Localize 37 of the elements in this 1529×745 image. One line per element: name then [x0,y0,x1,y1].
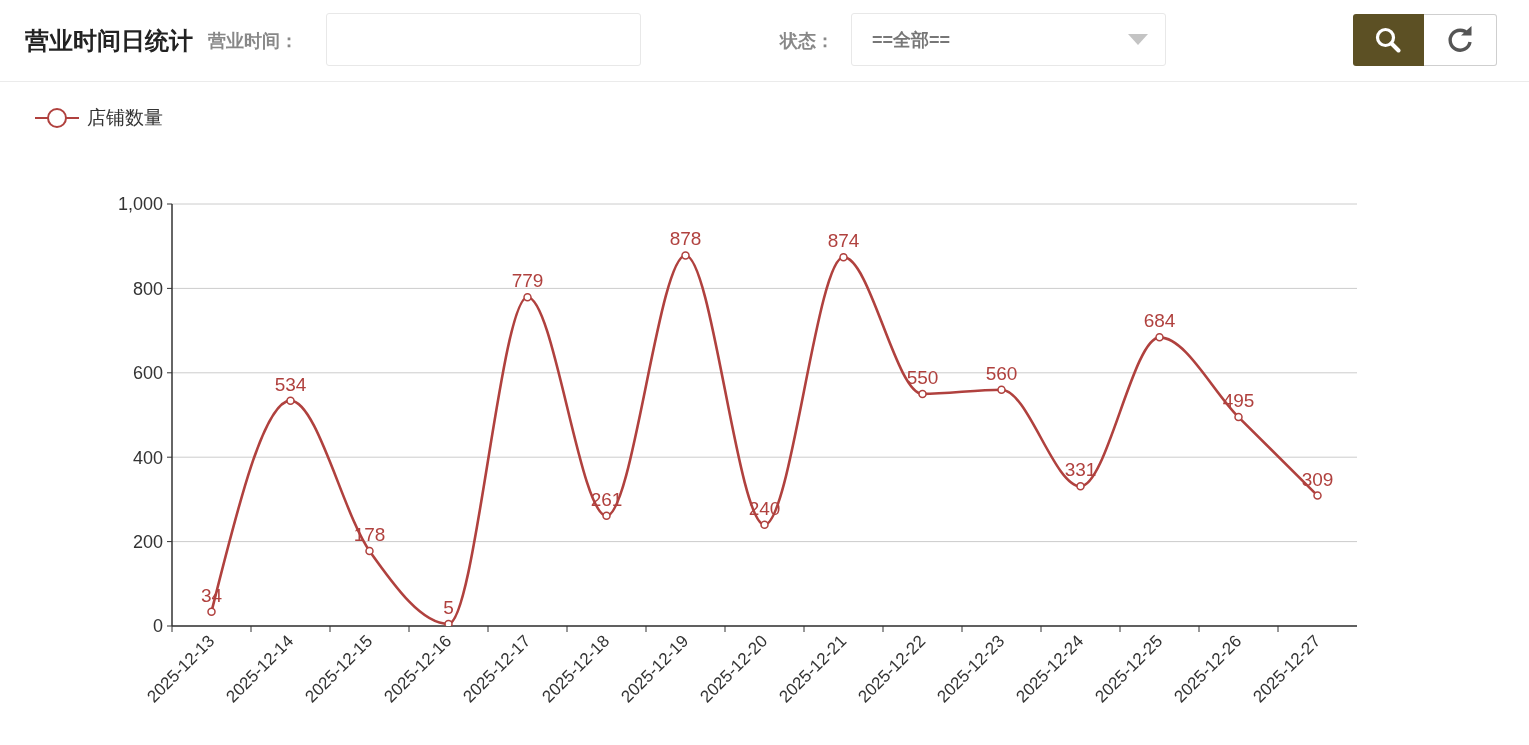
point [444,619,453,626]
text: 营业时间： [208,30,298,53]
data-label: 309 [1301,468,1334,490]
point [681,251,690,260]
text: 状态： [780,30,834,53]
point [602,511,611,521]
point [1234,412,1243,422]
data-label: 495 [1222,390,1255,412]
point [1155,333,1164,342]
y-tick-label: 400 [132,447,163,468]
y-tick-label: 200 [132,531,163,552]
data-label: 560 [985,362,1018,384]
chart-title: 营业时间日统计 [25,26,193,56]
point [1076,482,1085,491]
data-label: 874 [827,230,860,252]
data-label: 5 [443,596,454,618]
point [286,396,295,405]
point [760,520,769,529]
data-label: 878 [669,228,702,250]
y-tick-label: 0 [152,616,163,637]
point [1313,491,1322,500]
point [918,389,927,399]
status-select: ==全部== [851,13,1166,66]
point [523,293,532,302]
point [207,607,216,616]
point [839,252,848,262]
point [997,385,1006,394]
data-label: 331 [1064,459,1097,481]
data-label: 684 [1143,310,1176,332]
data-label: 534 [274,373,307,395]
legend-label: 店铺数量 [87,106,163,130]
point [365,546,374,556]
y-tick-label: 800 [132,278,163,299]
data-label: 779 [511,270,544,292]
y-tick-label: 1,000 [117,194,163,215]
data-label: 550 [906,366,939,388]
y-tick-label: 600 [132,363,163,384]
